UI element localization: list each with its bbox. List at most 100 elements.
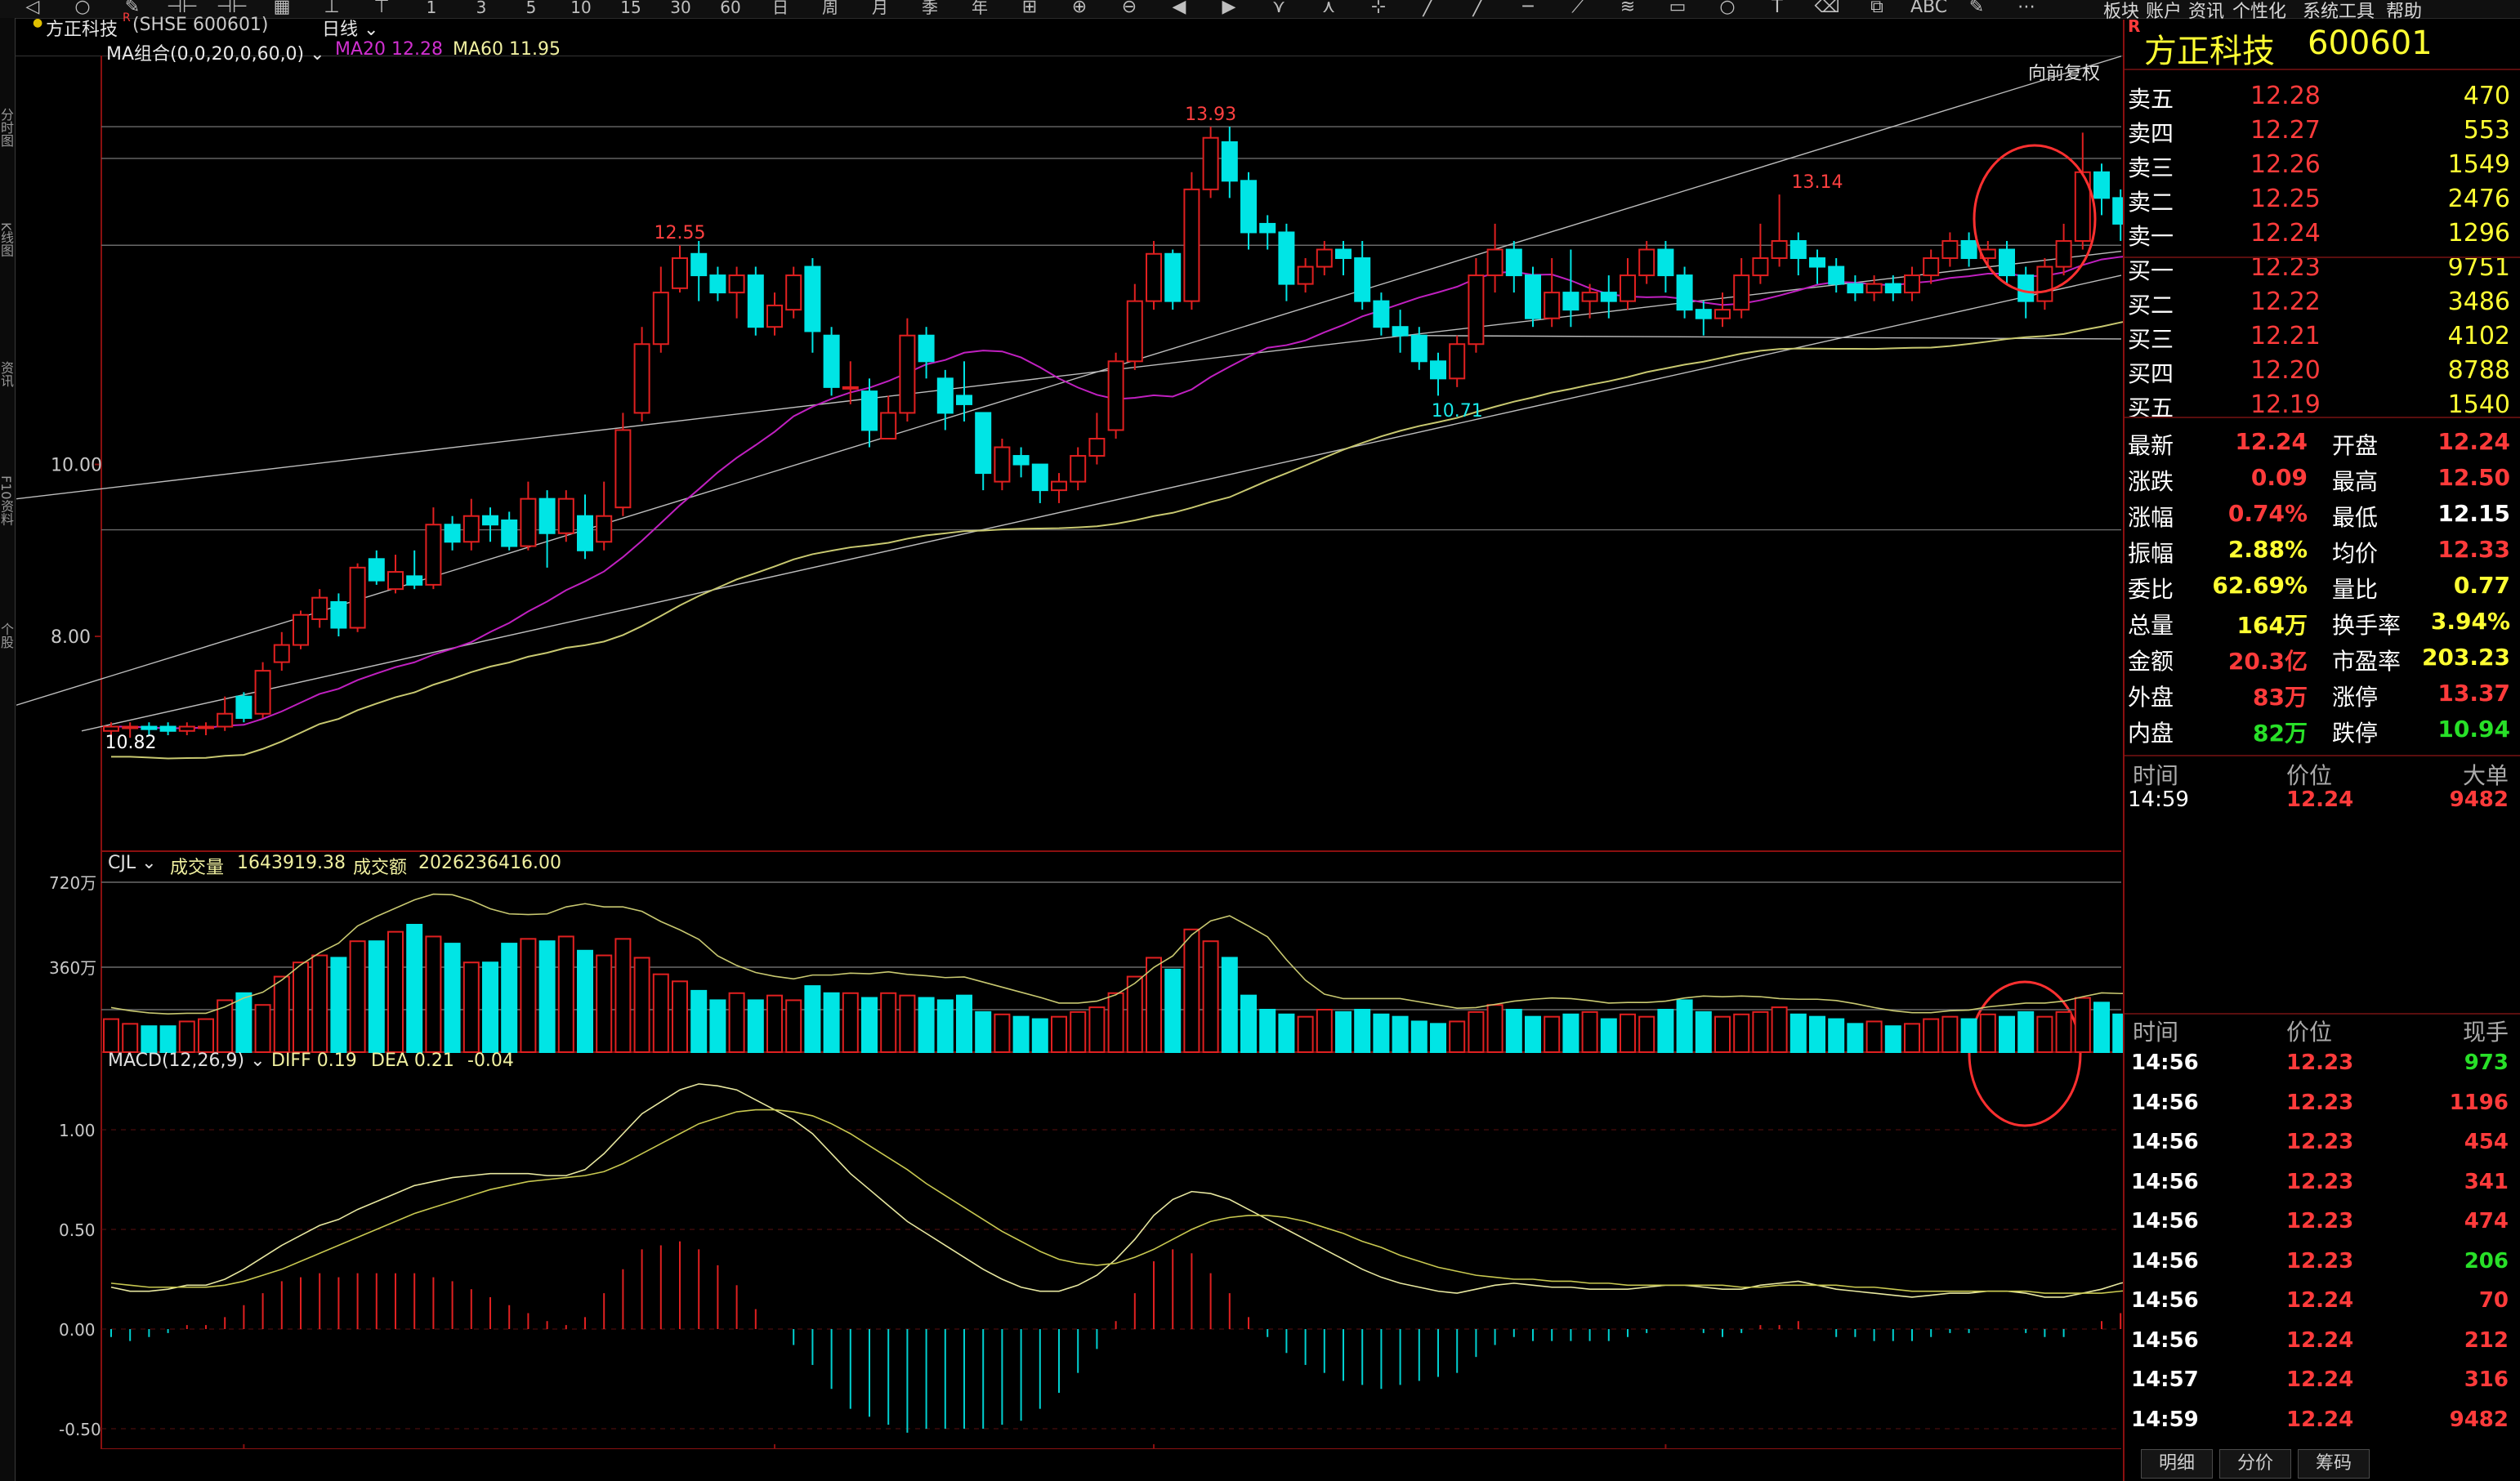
grid-icon[interactable]: ▦ (273, 0, 291, 17)
menu-1[interactable]: 账户 (2146, 2, 2183, 22)
expand-icon[interactable]: ⋏ (1321, 0, 1336, 17)
num10-icon[interactable]: 10 (570, 0, 592, 17)
volume-bar (520, 938, 537, 1054)
month-icon[interactable]: 月 (872, 0, 888, 17)
circle-icon[interactable]: ○ (1719, 0, 1736, 17)
trend-line (1405, 335, 2122, 340)
collapse-icon[interactable]: ⋎ (1271, 0, 1286, 17)
line-icon[interactable]: ╱ (1423, 0, 1434, 17)
macd-tick-label: 0.50 (59, 1220, 96, 1240)
menu-0[interactable]: 板块 (2103, 2, 2140, 22)
tick-volume: 474 (2464, 1209, 2509, 1233)
pen-icon[interactable]: ✎ (1968, 0, 1985, 17)
ray-icon[interactable]: ╱ (1472, 0, 1484, 17)
volume-bar (1505, 1009, 1522, 1053)
menu-5[interactable]: 帮助 (2386, 2, 2423, 22)
dot-icon: ● (33, 16, 43, 29)
tick-time: 14:56 (2131, 1248, 2199, 1274)
candle-body (1960, 239, 1977, 260)
volume-indicator-select[interactable]: CJL ⌄ (108, 853, 157, 873)
candle2-icon[interactable]: ⊤ (373, 0, 390, 17)
rail-tab-3[interactable]: F10资料 (0, 475, 14, 526)
quote-stock-name: 方正科技 (2144, 33, 2275, 70)
candle-body (1259, 222, 1276, 234)
candle-body (462, 515, 480, 543)
rect-icon[interactable]: ▭ (1669, 0, 1687, 17)
candle-body (1620, 274, 1636, 302)
delete-icon[interactable]: ⌫ (1814, 0, 1840, 17)
candle-icon[interactable]: ⊥ (324, 0, 340, 17)
ma-selector[interactable]: MA组合(0,0,20,0,60,0) ⌄ (106, 39, 325, 65)
candle-body (122, 725, 139, 729)
split-icon[interactable]: ⊣⊢ (166, 0, 199, 17)
macd-indicator-select[interactable]: MACD(12,26,9) ⌄ (108, 1051, 266, 1071)
rail-tab-0[interactable]: 分时图 (0, 108, 14, 147)
candle-body (501, 519, 518, 547)
book-price[interactable]: 12.24 (2250, 219, 2321, 248)
tick-volume: 9482 (2449, 1407, 2509, 1432)
book-price[interactable]: 12.20 (2250, 356, 2321, 385)
period-select[interactable]: 日线 ⌄ (322, 15, 378, 41)
channel-icon[interactable]: ≋ (1620, 0, 1636, 17)
cross-icon[interactable]: ⊹ (1370, 0, 1387, 17)
rail-tab-4[interactable]: 个股 (0, 622, 14, 649)
book-price[interactable]: 12.25 (2250, 185, 2321, 213)
multi-icon[interactable]: ⊞ (1021, 0, 1038, 17)
menu-2[interactable]: 资讯 (2188, 2, 2225, 22)
book-price[interactable]: 12.26 (2250, 150, 2321, 179)
book-price[interactable]: 12.22 (2250, 288, 2321, 316)
tab-2[interactable]: 筹码 (2298, 1449, 2370, 1479)
draw-icon[interactable]: ✎ (124, 0, 141, 17)
volume-bar (690, 989, 708, 1054)
back-icon[interactable]: ◁ (25, 0, 40, 17)
year-icon[interactable]: 年 (972, 0, 988, 17)
num3-icon[interactable]: 3 (476, 0, 487, 17)
zoom-out-icon[interactable]: ⊖ (1121, 0, 1137, 17)
prev-icon[interactable]: ◀ (1172, 0, 1186, 17)
copy-icon[interactable]: ⧉ (1870, 0, 1883, 17)
split2-icon[interactable]: ⊣⊢ (216, 0, 248, 17)
rail-tab-2[interactable]: 资讯 (0, 361, 14, 387)
book-price[interactable]: 12.19 (2250, 390, 2321, 419)
highlight-circle (1973, 144, 2097, 294)
abc-icon[interactable]: ABC (1910, 0, 1948, 17)
candle-body (880, 412, 897, 440)
kline-chart[interactable]: 8.0010.0012.5513.9313.1413.8610.7110.823… (16, 56, 2123, 1449)
zoom-in-icon[interactable]: ⊕ (1071, 0, 1088, 17)
volume-bar (538, 940, 556, 1053)
next-icon[interactable]: ▶ (1222, 0, 1236, 17)
candle-body (1070, 455, 1087, 483)
num30-icon[interactable]: 30 (670, 0, 691, 17)
segment-icon[interactable]: ⟋ (1571, 0, 1584, 17)
volume-bar (501, 943, 518, 1053)
tab-0[interactable]: 明细 (2141, 1449, 2213, 1479)
volume-bar (1941, 1015, 1959, 1053)
volume-bar (1562, 1013, 1579, 1054)
menu-3[interactable]: 个性化 (2232, 2, 2287, 22)
tab-1[interactable]: 分价 (2219, 1449, 2291, 1479)
book-label: 卖四 (2128, 120, 2174, 147)
rail-tab-1[interactable]: K线图 (0, 222, 14, 257)
volume-bar (1051, 1015, 1067, 1053)
more-icon[interactable]: ⋯ (2017, 0, 2035, 17)
candle-body (614, 429, 632, 509)
day-icon[interactable]: 日 (772, 0, 789, 17)
quarter-icon[interactable]: 季 (922, 0, 938, 17)
book-price[interactable]: 12.27 (2250, 116, 2321, 145)
hline-icon[interactable]: ─ (1522, 0, 1534, 17)
volume-bar (1544, 1015, 1561, 1053)
num5-icon[interactable]: 5 (525, 0, 537, 17)
text-icon[interactable]: T (1772, 0, 1783, 17)
book-price[interactable]: 12.28 (2250, 82, 2321, 110)
amount-value: 2026236416.00 (418, 853, 561, 873)
volume-bar (709, 999, 726, 1054)
stat-label: 涨跌 (2128, 468, 2174, 495)
week-icon[interactable]: 周 (822, 0, 838, 17)
book-price[interactable]: 12.21 (2250, 322, 2321, 350)
refresh-icon[interactable]: ○ (74, 0, 91, 17)
num1-icon[interactable]: 1 (426, 0, 437, 17)
menu-4[interactable]: 系统工具 (2303, 2, 2375, 22)
num60-icon[interactable]: 60 (720, 0, 741, 17)
num15-icon[interactable]: 15 (620, 0, 641, 17)
volume-bar (293, 961, 309, 1053)
